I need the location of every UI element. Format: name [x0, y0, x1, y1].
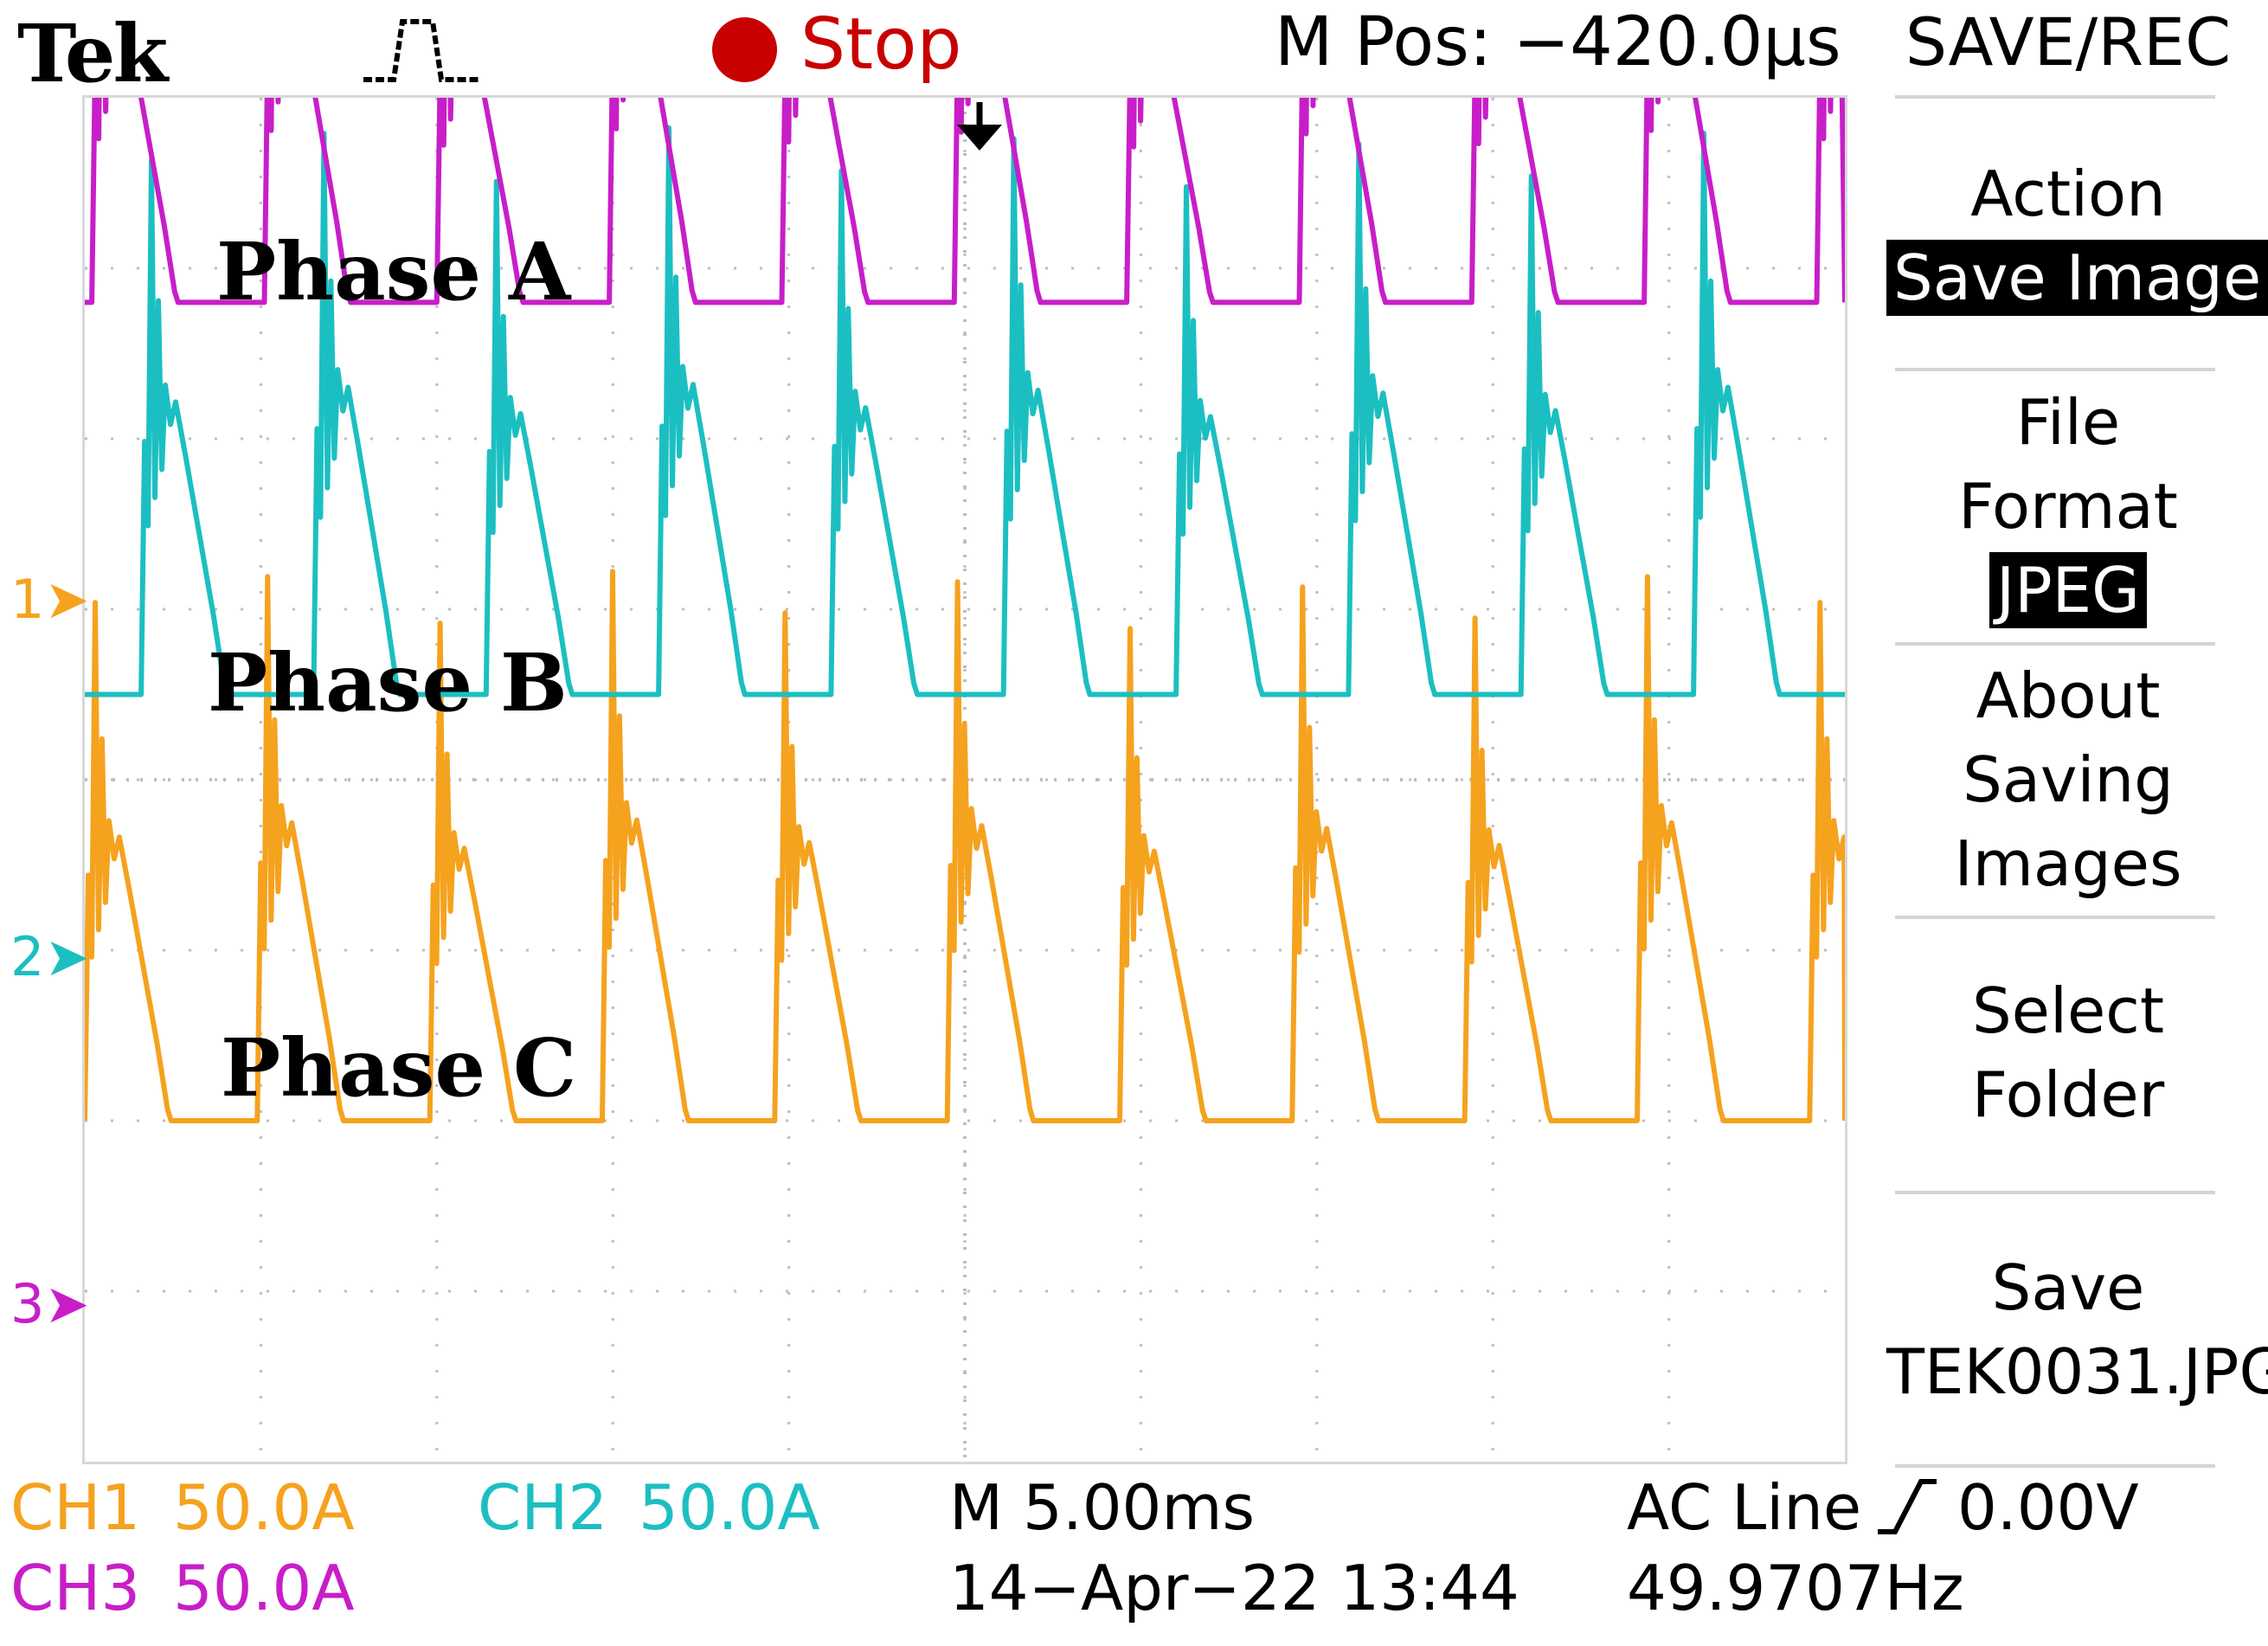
- file-format-value: JPEG: [1989, 552, 2147, 628]
- ch2-ground-marker[interactable]: 2➤: [10, 925, 89, 988]
- menu-title: SAVE/REC: [1905, 3, 2232, 80]
- ch1-scale: 50.0A: [173, 1471, 355, 1544]
- menu-separator: [1895, 1464, 2215, 1468]
- frequency-readout: 49.9707Hz: [1627, 1552, 1964, 1624]
- action-label: Action: [1970, 158, 2166, 230]
- about-saving-images-button[interactable]: About Saving Images: [1886, 654, 2250, 906]
- phase-b-label: Phase B: [208, 636, 568, 730]
- waveform-ch2: [85, 125, 1845, 698]
- trigger-pulse-icon: [363, 19, 480, 82]
- save-file-button[interactable]: Save TEK0031.JPG: [1886, 1246, 2268, 1414]
- brand-logo: Tek: [17, 7, 168, 100]
- trigger-position-marker-icon: [957, 102, 1002, 151]
- about-label-3: Images: [1954, 827, 2182, 900]
- horizontal-position-readout: M Pos: −420.0µs: [1275, 3, 1841, 81]
- waveform-ch3: [85, 98, 1845, 305]
- ch1-label: CH1: [10, 1471, 141, 1544]
- ch3-scale: 50.0A: [173, 1552, 355, 1624]
- file-format-label-1: File: [2015, 386, 2121, 459]
- waveform-display: [82, 95, 1847, 1464]
- menu-separator: [1895, 368, 2215, 371]
- save-filename: TEK0031.JPG: [1886, 1335, 2268, 1408]
- ch1-marker-number: 1: [10, 568, 45, 631]
- phase-a-label: Phase A: [216, 225, 571, 318]
- about-label-2: Saving: [1963, 743, 2174, 816]
- folder-label-2: Folder: [1971, 1058, 2165, 1131]
- ch3-ground-marker[interactable]: 3➤: [10, 1272, 89, 1335]
- phase-c-label: Phase C: [221, 1021, 577, 1115]
- trigger-source-readout: AC Line: [1627, 1471, 1862, 1544]
- run-status-text: Stop: [800, 3, 962, 86]
- save-label: Save: [1991, 1251, 2145, 1324]
- rising-edge-icon: [1878, 1479, 1937, 1534]
- about-label-1: About: [1976, 659, 2161, 732]
- ch2-label: CH2: [478, 1471, 608, 1544]
- folder-label-1: Select: [1971, 974, 2165, 1047]
- ch3-label: CH3: [10, 1552, 141, 1624]
- menu-separator: [1895, 916, 2215, 919]
- ground-arrow-icon: ➤: [44, 925, 90, 988]
- ground-arrow-icon: ➤: [44, 1272, 90, 1335]
- trigger-level-readout: 0.00V: [1957, 1471, 2139, 1544]
- file-format-menu-button[interactable]: File Format JPEG: [1886, 381, 2250, 633]
- ch3-marker-number: 3: [10, 1272, 45, 1335]
- ch1-ground-marker[interactable]: 1➤: [10, 568, 89, 631]
- file-format-label-2: Format: [1958, 470, 2178, 543]
- select-folder-button[interactable]: Select Folder: [1886, 969, 2250, 1137]
- menu-separator: [1895, 1191, 2215, 1194]
- date-time-readout: 14−Apr−22 13:44: [949, 1552, 1519, 1624]
- ground-arrow-icon: ➤: [44, 568, 90, 631]
- menu-separator: [1895, 642, 2215, 646]
- graticule: [85, 98, 1845, 1462]
- menu-separator: [1895, 95, 2215, 99]
- action-menu-button[interactable]: Action Save Image: [1886, 152, 2268, 320]
- waveform-ch1: [85, 569, 1845, 1123]
- ch2-scale: 50.0A: [639, 1471, 820, 1544]
- timebase-readout: M 5.00ms: [949, 1471, 1255, 1544]
- ch2-marker-number: 2: [10, 925, 45, 988]
- run-status-icon: [712, 17, 777, 82]
- action-value: Save Image: [1886, 240, 2268, 316]
